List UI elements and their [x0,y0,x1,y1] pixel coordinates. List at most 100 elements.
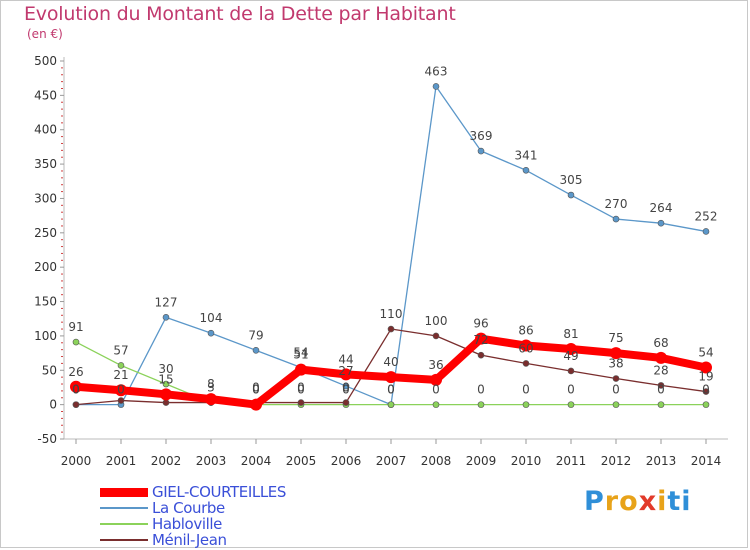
data-label: 264 [650,201,673,215]
data-label: 0 [522,383,530,397]
legend-swatch [100,507,148,509]
data-point [295,363,307,376]
data-point [657,219,665,227]
legend-label: Habloville [152,515,222,533]
data-label: 0 [117,383,125,397]
y-tick-label: 500 [34,54,57,68]
x-tick-label: 2005 [286,454,317,468]
data-point [612,401,620,408]
x-tick-label: 2014 [691,454,722,468]
data-point [702,401,710,408]
logo-letter: P [584,486,605,517]
proxiti-logo: Proxiti [584,486,692,517]
data-label: 270 [605,197,628,211]
data-point [250,398,262,411]
data-label: 86 [518,324,533,338]
x-tick-label: 2007 [376,454,407,468]
data-label: 54 [698,346,713,360]
data-label: 54 [293,346,308,360]
legend-label: GIEL-COURTEILLES [152,483,286,501]
data-label: 21 [113,368,128,382]
legend-swatch [100,539,148,541]
data-point [387,325,395,333]
data-point [565,342,577,355]
y-tick-label: 350 [34,157,57,171]
x-tick-label: 2011 [556,454,587,468]
data-point [655,351,667,364]
data-label: 110 [380,307,403,321]
data-label: 0 [297,381,305,395]
data-label: 28 [653,363,668,377]
data-label: 51 [293,348,308,362]
data-point [117,397,125,404]
legend-label: Ménil-Jean [152,531,227,549]
data-point [72,401,80,408]
logo-letter: r [604,486,620,517]
data-label: 0 [252,381,260,395]
data-label: 0 [567,383,575,397]
data-point [340,368,352,381]
data-label: 36 [428,358,443,372]
data-point [610,347,622,360]
data-point [702,388,710,395]
data-label: 40 [383,355,398,369]
data-label: 19 [698,370,713,384]
data-label: 305 [560,173,583,187]
x-tick-label: 2004 [241,454,272,468]
y-tick-label: -50 [37,432,57,446]
data-label: 369 [470,129,493,143]
data-label: 341 [515,148,538,162]
data-point [520,339,532,352]
data-point [477,351,485,359]
data-point [567,191,575,199]
logo-letter: i [657,486,668,517]
logo-letter: t [667,486,682,517]
legend: GIEL-COURTEILLES La Courbe Habloville Ménil… [100,483,400,549]
data-label: 0 [72,383,80,397]
data-label: 0 [297,383,305,397]
data-point [205,393,217,406]
data-point [387,401,395,408]
data-label: 0 [342,381,350,395]
data-label: 68 [653,336,668,350]
data-point [342,399,350,406]
data-point [657,401,665,408]
data-point [657,382,665,389]
data-label: 57 [113,343,128,357]
data-label: 30 [158,362,173,376]
data-point [432,83,440,90]
data-label: 0 [387,383,395,397]
series-points [70,83,712,411]
legend-swatch [100,488,148,497]
data-label: 15 [158,372,173,386]
data-point [702,228,710,235]
x-tick-label: 2003 [196,454,227,468]
data-point [477,147,485,155]
data-label: 38 [608,357,623,371]
logo-letter: o [619,486,639,517]
legend-item: La Courbe [100,499,400,517]
legend-swatch [100,523,148,525]
data-label: 72 [473,333,488,347]
x-tick-label: 2000 [61,454,92,468]
data-point [162,380,170,388]
data-label: 8 [207,377,215,391]
data-label: 79 [248,328,263,342]
data-label: 81 [563,327,578,341]
legend-item: Ménil-Jean [100,531,400,549]
data-label: 104 [200,311,223,325]
data-point [115,384,127,397]
x-tick-label: 2009 [466,454,497,468]
data-label: 49 [563,349,578,363]
data-label: 27 [338,364,353,378]
data-label: 0 [387,383,395,397]
data-label: 0 [432,383,440,397]
legend-item: GIEL-COURTEILLES [100,483,400,501]
data-label: 0 [612,383,620,397]
y-tick-label: 200 [34,260,57,274]
data-point [162,399,170,406]
data-label: 463 [425,64,448,78]
data-label: 60 [518,341,533,355]
